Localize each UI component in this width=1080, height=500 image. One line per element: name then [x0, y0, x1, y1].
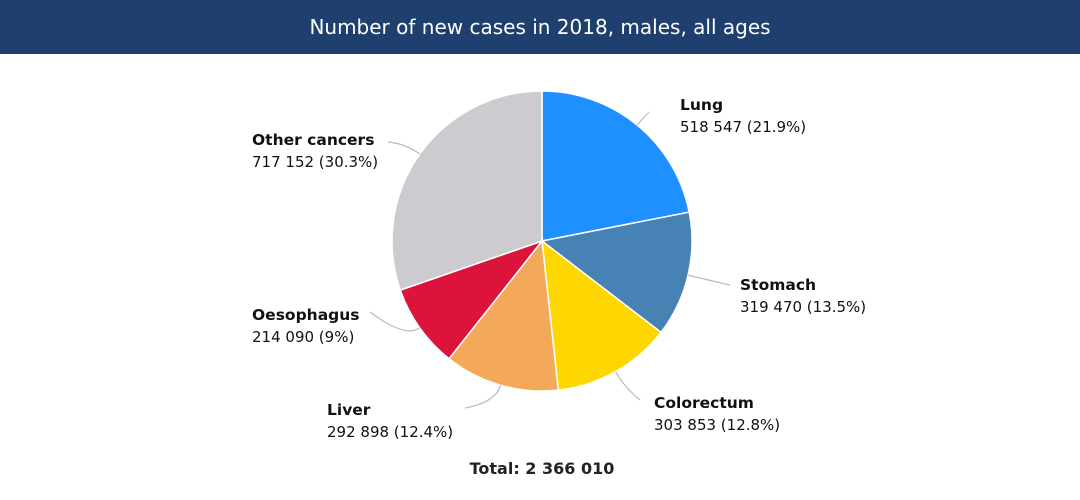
slice-label-colorectum: Colorectum — [654, 394, 754, 412]
slice-value-oesophagus: 214 090 (9%) — [252, 328, 354, 346]
leader-line-colorectum — [615, 371, 641, 401]
slice-value-liver: 292 898 (12.4%) — [327, 423, 453, 441]
slice-value-colorectum: 303 853 (12.8%) — [654, 416, 780, 434]
total-label: Total: 2 366 010 — [470, 459, 615, 478]
slice-label-liver: Liver — [327, 401, 371, 419]
slice-value-stomach: 319 470 (13.5%) — [740, 298, 866, 316]
pie-slice-oesophagus — [399, 239, 545, 360]
leader-line-liver — [464, 384, 502, 409]
leader-line-other-cancers — [387, 141, 421, 155]
pie-slice-stomach — [540, 211, 693, 334]
slice-label-stomach: Stomach — [740, 276, 816, 294]
slice-value-lung: 518 547 (21.9%) — [680, 118, 806, 136]
slice-label-oesophagus: Oesophagus — [252, 306, 360, 324]
slice-label-lung: Lung — [680, 96, 723, 114]
pie-slice-lung — [541, 90, 691, 242]
slice-value-other-cancers: 717 152 (30.3%) — [252, 153, 378, 171]
leader-line-oesophagus — [369, 311, 421, 332]
slice-label-other-cancers: Other cancers — [252, 131, 374, 149]
chart-header: Number of new cases in 2018, males, all … — [0, 0, 1080, 54]
pie-slice-liver — [447, 239, 560, 392]
chart-title: Number of new cases in 2018, males, all … — [309, 15, 771, 39]
leader-line-stomach — [687, 274, 731, 286]
leader-line-lung — [636, 111, 651, 126]
